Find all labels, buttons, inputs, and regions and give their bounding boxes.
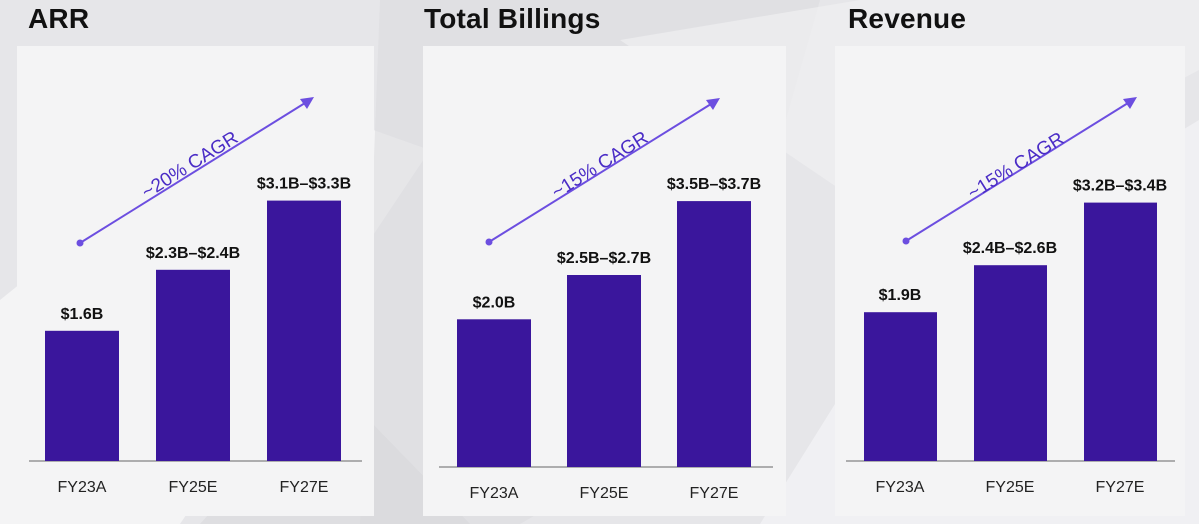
revenue-cagr-label: ~15% CAGR bbox=[964, 128, 1068, 204]
total-billings-tick-fy27e: FY27E bbox=[690, 485, 739, 502]
total-billings-bar-fy25e-group: $2.5B–$2.7B FY25E bbox=[557, 250, 651, 502]
revenue-value-label-fy25e: $2.4B–$2.6B bbox=[963, 240, 1057, 257]
arr-bar-fy27e bbox=[267, 200, 341, 461]
total-billings-value-label-fy27e: $3.5B–$3.7B bbox=[667, 176, 761, 193]
total-billings-bar-fy27e bbox=[677, 201, 751, 467]
total-billings-cagr-arrow-dot bbox=[485, 238, 493, 246]
total-billings-chart-title: Total Billings bbox=[424, 3, 601, 34]
arr-cagr-arrowhead bbox=[300, 97, 314, 109]
revenue-value-label-fy23a: $1.9B bbox=[879, 287, 922, 304]
revenue-cagr-arrow-line bbox=[905, 102, 1129, 242]
revenue-bar-chart: ~15% CAGR $1.9B FY23A $2.4B–$2.6B FY25E … bbox=[846, 97, 1175, 496]
arr-tick-fy25e: FY25E bbox=[169, 479, 218, 496]
total-billings-cagr-label: ~15% CAGR bbox=[548, 127, 652, 203]
revenue-cagr-arrow bbox=[902, 97, 1137, 245]
revenue-value-label-fy27e: $3.2B–$3.4B bbox=[1073, 178, 1167, 195]
total-billings-bar-chart: ~15% CAGR $2.0B FY23A $2.5B–$2.7B FY25E … bbox=[439, 98, 773, 502]
total-billings-cagr-arrowhead bbox=[706, 98, 720, 110]
arr-value-label-fy23a: $1.6B bbox=[61, 306, 104, 323]
arr-bar-fy25e bbox=[156, 269, 230, 461]
revenue-bar-fy23a bbox=[864, 312, 937, 461]
total-billings-bar-fy23a bbox=[457, 319, 531, 467]
arr-tick-fy27e: FY27E bbox=[280, 479, 329, 496]
revenue-bar-fy25e bbox=[974, 265, 1047, 461]
revenue-chart-title: Revenue bbox=[848, 3, 967, 34]
total-billings-value-label-fy25e: $2.5B–$2.7B bbox=[557, 250, 651, 267]
revenue-cagr-arrowhead bbox=[1123, 97, 1137, 109]
total-billings-tick-fy23a: FY23A bbox=[470, 485, 519, 502]
arr-cagr-arrow-line bbox=[79, 102, 306, 244]
total-billings-tick-fy25e: FY25E bbox=[580, 485, 629, 502]
total-billings-bar-fy25e bbox=[567, 275, 641, 467]
arr-cagr-arrow bbox=[76, 97, 314, 247]
total-billings-bar-fy27e-group: $3.5B–$3.7B FY27E bbox=[667, 176, 761, 502]
revenue-bar-fy27e-group: $3.2B–$3.4B FY27E bbox=[1073, 178, 1167, 496]
arr-bar-fy23a-group: $1.6B FY23A bbox=[45, 306, 119, 496]
arr-value-label-fy27e: $3.1B–$3.3B bbox=[257, 176, 351, 193]
arr-value-label-fy25e: $2.3B–$2.4B bbox=[146, 245, 240, 262]
revenue-tick-fy23a: FY23A bbox=[876, 479, 925, 496]
revenue-bar-fy27e bbox=[1084, 202, 1157, 461]
revenue-tick-fy25e: FY25E bbox=[986, 479, 1035, 496]
arr-bar-fy27e-group: $3.1B–$3.3B FY27E bbox=[257, 176, 351, 496]
arr-tick-fy23a: FY23A bbox=[58, 479, 107, 496]
arr-cagr-label: ~20% CAGR bbox=[138, 127, 242, 203]
revenue-cagr-arrow-dot bbox=[902, 237, 910, 245]
arr-bar-chart: ~20% CAGR $1.6B FY23A $2.3B–$2.4B FY25E … bbox=[29, 97, 362, 496]
revenue-bar-fy25e-group: $2.4B–$2.6B FY25E bbox=[963, 240, 1057, 496]
total-billings-cagr-arrow bbox=[485, 98, 720, 246]
arr-bar-fy25e-group: $2.3B–$2.4B FY25E bbox=[146, 245, 240, 496]
total-billings-cagr-arrow-line bbox=[488, 103, 712, 243]
arr-chart-title: ARR bbox=[28, 3, 90, 34]
total-billings-value-label-fy23a: $2.0B bbox=[473, 294, 516, 311]
arr-cagr-arrow-dot bbox=[76, 239, 84, 247]
total-billings-bar-fy23a-group: $2.0B FY23A bbox=[457, 294, 531, 502]
revenue-tick-fy27e: FY27E bbox=[1096, 479, 1145, 496]
arr-bar-fy23a bbox=[45, 330, 119, 461]
revenue-bar-fy23a-group: $1.9B FY23A bbox=[864, 287, 937, 496]
